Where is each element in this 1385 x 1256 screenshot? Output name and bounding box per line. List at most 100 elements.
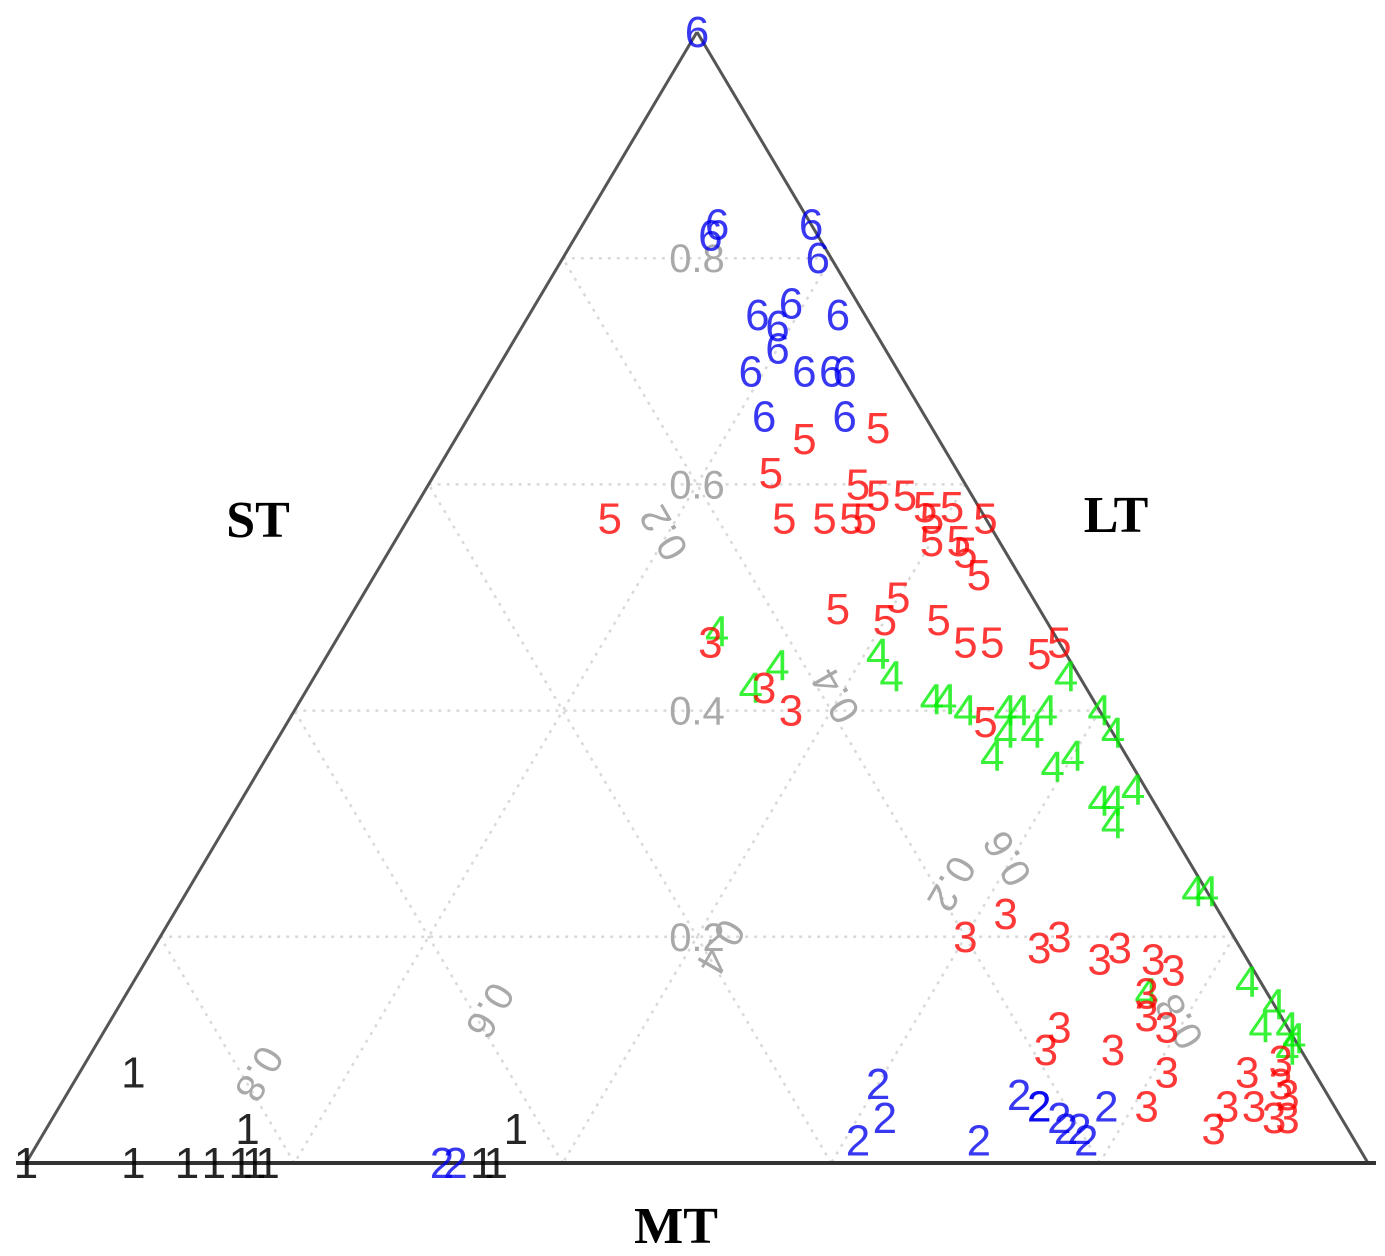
data-point-51: 4 <box>1054 653 1078 702</box>
data-point-75: 4 <box>1275 1026 1299 1075</box>
data-point-103: 3 <box>1262 1094 1286 1143</box>
data-point-37: 5 <box>873 596 897 645</box>
data-point-67: 4 <box>1195 868 1219 917</box>
data-point-92: 3 <box>1034 1026 1058 1075</box>
data-point-32: 5 <box>946 517 970 566</box>
data-point-14: 6 <box>752 393 776 442</box>
data-point-53: 4 <box>993 687 1017 736</box>
data-point-43: 5 <box>973 698 997 747</box>
data-point-80: 3 <box>953 913 977 962</box>
data-point-3: 6 <box>799 200 823 249</box>
data-point-90: 3 <box>1047 1003 1071 1052</box>
data-point-101: 3 <box>1275 1094 1299 1143</box>
data-point-86: 3 <box>1161 947 1185 996</box>
data-point-11: 6 <box>792 347 816 396</box>
data-point-22: 5 <box>913 483 937 532</box>
data-point-7: 6 <box>745 291 769 340</box>
data-point-108: 2 <box>1027 1082 1051 1131</box>
grid-line-st-1 <box>427 483 833 1164</box>
data-point-113: 2 <box>846 1116 870 1165</box>
data-point-45: 4 <box>765 641 789 690</box>
data-point-55: 4 <box>1034 687 1058 736</box>
data-point-29: 5 <box>920 494 944 543</box>
data-point-18: 5 <box>846 460 870 509</box>
data-point-20: 5 <box>866 472 890 521</box>
data-point-39: 5 <box>953 619 977 668</box>
data-point-46: 4 <box>866 630 890 679</box>
data-point-93: 3 <box>1269 1037 1293 1086</box>
data-point-49: 4 <box>920 675 944 724</box>
data-point-0: 6 <box>685 8 709 57</box>
data-point-94: 3 <box>1154 1049 1178 1098</box>
data-point-6: 6 <box>779 279 803 328</box>
data-point-97: 3 <box>1134 1082 1158 1131</box>
data-point-77: 3 <box>752 664 776 713</box>
data-point-87: 3 <box>1134 969 1158 1018</box>
data-point-85: 3 <box>1087 935 1111 984</box>
tick-label-mt-0: 0.2 <box>631 498 697 568</box>
data-point-95: 3 <box>1235 1049 1259 1098</box>
data-point-12: 6 <box>819 347 843 396</box>
data-point-13: 6 <box>832 347 856 396</box>
data-point-128: 1 <box>470 1139 494 1188</box>
data-point-105: 2 <box>873 1094 897 1143</box>
data-point-109: 2 <box>1047 1094 1071 1143</box>
data-point-24: 5 <box>772 494 796 543</box>
edge-right <box>695 31 1370 1164</box>
data-point-17: 5 <box>792 415 816 464</box>
data-point-5: 6 <box>826 291 850 340</box>
data-point-114: 2 <box>967 1116 991 1165</box>
tick-label-mt-2: 0.6 <box>975 823 1041 893</box>
data-point-74: 4 <box>1134 969 1158 1018</box>
data-point-26: 5 <box>839 494 863 543</box>
data-point-36: 5 <box>826 585 850 634</box>
data-point-124: 1 <box>202 1139 226 1188</box>
tick-label-st-2: 0.6 <box>457 975 523 1045</box>
data-point-79: 3 <box>993 890 1017 939</box>
data-point-9: 6 <box>765 325 789 374</box>
axis-title-mt: MT <box>634 1198 718 1255</box>
data-point-100: 3 <box>1215 1082 1239 1131</box>
edge-left <box>24 31 699 1164</box>
data-point-111: 2 <box>1067 1105 1091 1154</box>
data-point-33: 5 <box>953 528 977 577</box>
data-point-126: 1 <box>242 1139 266 1188</box>
data-point-50: 4 <box>933 675 957 724</box>
data-point-91: 3 <box>1101 1026 1125 1075</box>
data-point-119: 1 <box>235 1105 259 1154</box>
tick-label-lt-2: 0.6 <box>669 463 725 507</box>
grid-line-mt-2 <box>830 709 1101 1164</box>
grid <box>159 256 1235 1164</box>
data-point-34: 5 <box>967 551 991 600</box>
data-point-35: 5 <box>886 574 910 623</box>
data-point-98: 3 <box>1269 1060 1293 1109</box>
data-point-76: 3 <box>698 619 722 668</box>
data-point-129: 1 <box>483 1139 507 1188</box>
data-point-44: 4 <box>705 607 729 656</box>
data-point-71: 4 <box>1275 1003 1299 1052</box>
data-point-59: 4 <box>1101 709 1125 758</box>
data-point-63: 4 <box>1121 766 1145 815</box>
grid-line-mt-1 <box>561 483 967 1164</box>
tick-label-mt-1: 0.4 <box>803 660 869 730</box>
data-point-64: 4 <box>1101 777 1125 826</box>
data-point-48: 4 <box>738 664 762 713</box>
data-point-8: 6 <box>765 302 789 351</box>
data-point-61: 4 <box>1061 732 1085 781</box>
axis-title-lt: LT <box>1084 487 1149 544</box>
data-point-60: 4 <box>980 732 1004 781</box>
data-point-30: 5 <box>598 494 622 543</box>
data-point-125: 1 <box>228 1139 252 1188</box>
data-point-106: 2 <box>1007 1071 1031 1120</box>
data-point-21: 5 <box>893 472 917 521</box>
tick-label-st-3: 0.8 <box>226 1038 292 1108</box>
tick-label-lt-1: 0.4 <box>669 690 725 734</box>
data-point-56: 4 <box>1087 687 1111 736</box>
data-point-27: 5 <box>853 494 877 543</box>
data-point-25: 5 <box>812 494 836 543</box>
data-point-118: 1 <box>121 1049 145 1098</box>
data-point-23: 5 <box>940 483 964 532</box>
data-point-120: 1 <box>504 1105 528 1154</box>
